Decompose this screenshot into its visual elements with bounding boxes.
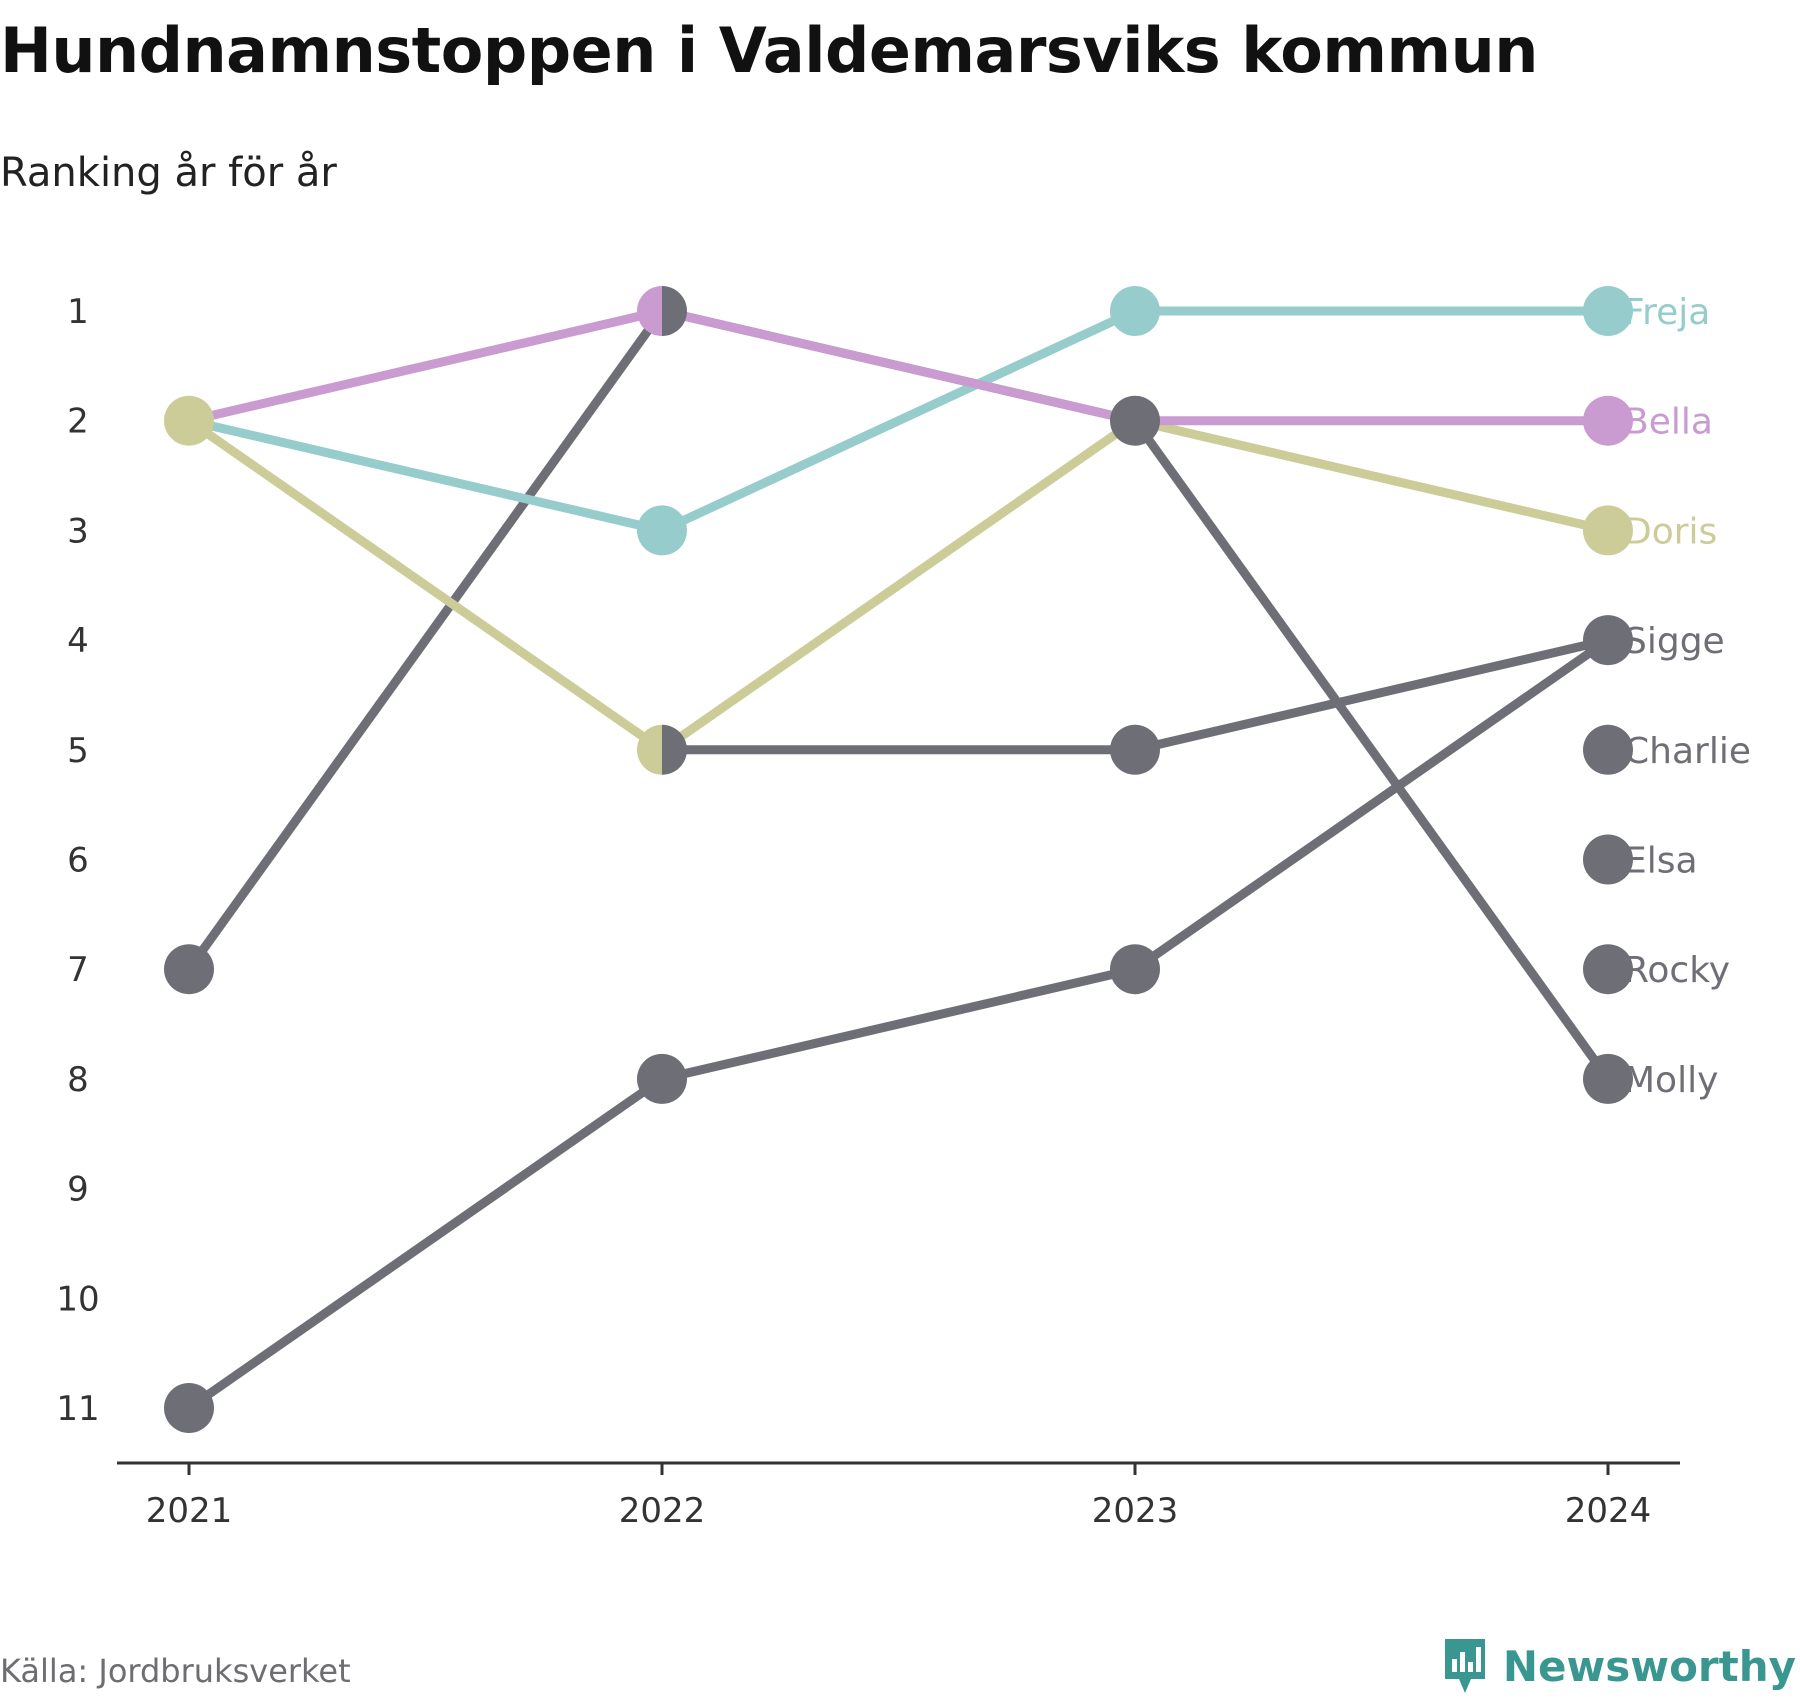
point-unlabeled [164,1383,214,1433]
y-tick-label: 10 [56,1279,99,1319]
source-note: Källa: Jordbruksverket [0,1652,351,1690]
series-line-freja [184,306,1613,535]
series-label-sigge: Sigge [1624,621,1725,662]
x-tick-label: 2021 [146,1491,233,1531]
series-labels: Freja Bella Doris Sigge Charlie Elsa Rocky Moll… [1624,292,1751,1101]
point-doris [637,724,662,775]
y-tick-label: 2 [67,402,89,442]
point-sigge [1110,724,1160,775]
series-label-elsa: Elsa [1624,841,1698,882]
point-sigge [662,724,687,775]
point-doris [1583,505,1633,556]
y-tick-label: 5 [67,731,89,771]
point-freja [1583,286,1633,336]
chart-title: Hundnamnstoppen i Valdemarsviks kommun [0,14,1538,87]
y-tick-label: 3 [67,511,89,551]
x-tick-label: 2022 [619,1491,706,1531]
y-tick-label: 1 [67,292,89,332]
point-bella [1583,395,1633,446]
series-label-doris: Doris [1624,511,1717,552]
point-doris [164,395,214,446]
y-tick-label: 11 [56,1389,99,1429]
point-rocky [1583,944,1633,995]
point-freja [637,505,687,556]
point-bella [637,286,662,336]
point-charlie [1583,724,1633,775]
point-unlabeled [1110,944,1160,995]
point-molly [1110,395,1160,446]
series-line-doris [184,416,1613,755]
x-axis: 2021 2022 2023 2024 [117,1461,1680,1531]
series-lines [184,306,1613,1413]
series-points [164,286,1633,1433]
y-tick-label: 4 [67,621,89,661]
bump-chart: 1 2 3 4 5 6 7 8 9 10 11 2021 2022 2023 2024 Freja Bell… [56,286,1751,1531]
series-label-molly: Molly [1624,1060,1718,1101]
series-line-bella [184,306,1613,426]
point-molly [164,944,214,995]
x-tick-label: 2023 [1092,1491,1179,1531]
y-tick-label: 8 [67,1060,89,1100]
point-freja [1110,286,1160,336]
point-molly [662,286,687,336]
point-elsa [1583,834,1633,885]
series-label-rocky: Rocky [1624,950,1730,991]
point-molly [1583,1053,1633,1104]
chart-subtitle: Ranking år för år [0,150,337,196]
point-sigge [1583,615,1633,666]
series-line-molly [184,306,1613,1084]
series-line-unlabeled [184,635,1613,1413]
brand-logo[interactable]: Newsworthy [1441,1637,1796,1695]
y-tick-label: 7 [67,950,89,990]
x-tick-label: 2024 [1565,1491,1652,1531]
point-unlabeled [637,1053,687,1104]
series-label-charlie: Charlie [1624,731,1751,772]
newsworthy-logo-icon [1444,1639,1485,1693]
y-axis: 1 2 3 4 5 6 7 8 9 10 11 [56,292,99,1429]
series-label-bella: Bella [1624,402,1713,443]
brand-name: Newsworthy [1502,1641,1796,1691]
y-tick-label: 6 [67,841,89,881]
series-label-freja: Freja [1624,292,1710,333]
y-tick-label: 9 [67,1170,89,1210]
